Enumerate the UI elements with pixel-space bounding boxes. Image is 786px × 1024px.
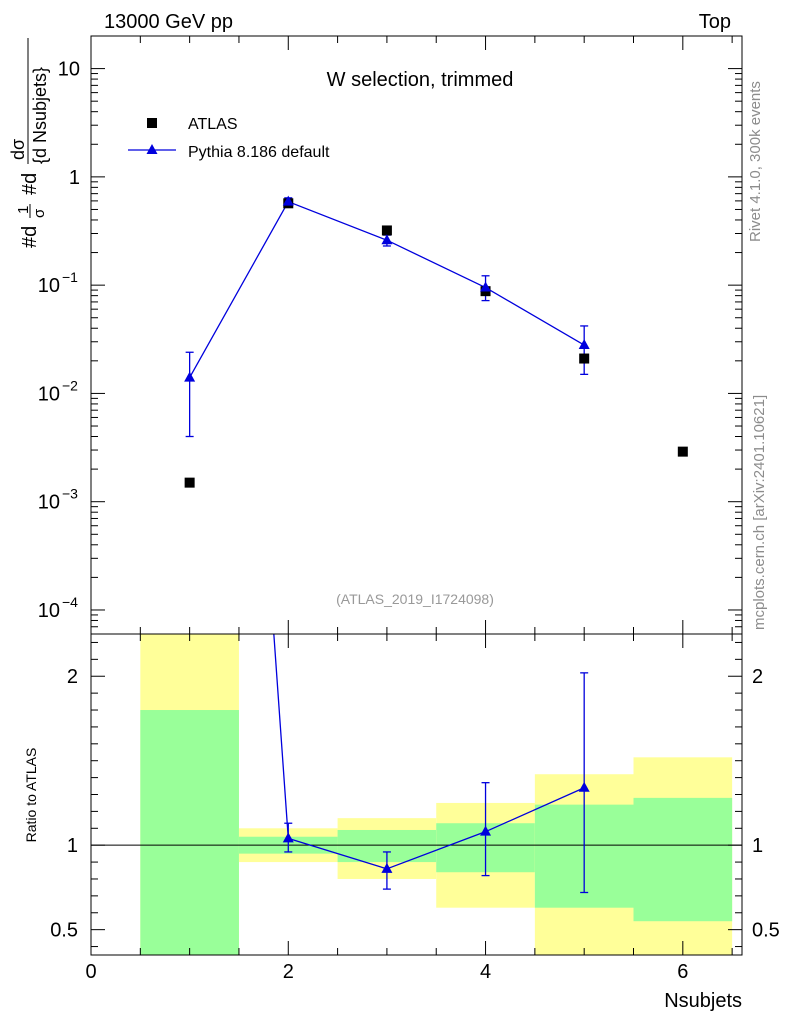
x-axis-label: Nsubjets [664,990,742,1012]
energy-label: 13000 GeV pp [104,11,233,33]
ratio-plot: 0.5 0.5 1 1 2 2 0 2 4 6 Ratio to ATLAS Nsubjets [23,633,780,1012]
ratio-bands [140,634,733,955]
ratio-pythia-point [381,862,393,873]
main-data-layer [184,195,688,488]
atlas-point [579,353,590,364]
legend-atlas-marker [147,118,157,128]
x-tick-label: 4 [480,961,491,983]
pythia-point [381,234,393,245]
main-y-tick-label: 10 [58,59,80,81]
ratio-y-tick-label-left: 0.5 [50,920,78,942]
legend-pythia-label: Pythia 8.186 default [188,144,330,161]
main-y-tick-label: 10 [38,383,60,405]
legend: ATLAS Pythia 8.186 default [128,116,330,161]
ratio-data-layer [91,633,742,894]
ylabel-sigma: σ [31,208,48,218]
ylabel-one: 1 [15,206,32,214]
ylabel-hash-d2: #d [19,173,41,195]
ratio-pythia-point [282,832,294,843]
atlas-point [381,225,392,236]
atlas-point [677,446,688,457]
ratio-y-tick-label-left: 1 [67,835,78,857]
main-y-tick-exponent: −4 [62,594,78,610]
ratio-pythia-point [578,781,590,792]
category-label: Top [699,11,731,33]
main-y-tick-label: 10 [38,275,60,297]
main-y-tick-exponent: −3 [62,486,78,502]
main-y-tick-label: 10 [38,492,60,514]
pythia-point [282,195,294,206]
pythia-point [578,339,590,350]
atlas-point [184,477,195,488]
ratio-y-tick-label-right: 2 [752,666,763,688]
ylabel-hash-d1: #d [19,226,41,248]
legend-atlas-label: ATLAS [188,116,238,133]
main-y-axis-label: #d 1 σ #d dσ {d Nsubjets} [8,38,50,248]
main-y-tick-label: 10 [38,600,60,622]
ratio-y-tick-label-right: 1 [752,835,763,857]
legend-pythia-marker [146,144,158,154]
ylabel-dsigma: dσ [8,139,28,160]
x-tick-label: 6 [677,961,688,983]
main-title: W selection, trimmed [327,69,514,91]
x-tick-label: 0 [85,961,96,983]
ratio-y-tick-label-right: 0.5 [752,920,780,942]
rivet-label: Rivet 4.1.0, 300k events [747,81,764,242]
mcplots-label: mcplots.cern.ch [arXiv:2401.10621] [751,395,768,630]
ratio-y-axis-label: Ratio to ATLAS [23,748,39,843]
x-tick-label: 2 [283,961,294,983]
ratio-y-tick-label-left: 2 [67,666,78,688]
watermark: (ATLAS_2019_I1724098) [336,591,494,607]
ratio-ticks: 0.5 0.5 1 1 2 2 0 2 4 6 [50,634,780,983]
main-y-tick-label: 1 [69,167,80,189]
pythia-point [184,371,196,382]
ratio-band-green [633,797,733,922]
ylabel-denominator: {d Nsubjets} [30,67,50,164]
ratio-band-green [140,710,239,955]
pythia-point [480,281,492,292]
main-y-tick-exponent: −2 [62,377,78,393]
main-y-tick-exponent: −1 [62,269,78,285]
ratio-pythia-point [480,825,492,836]
